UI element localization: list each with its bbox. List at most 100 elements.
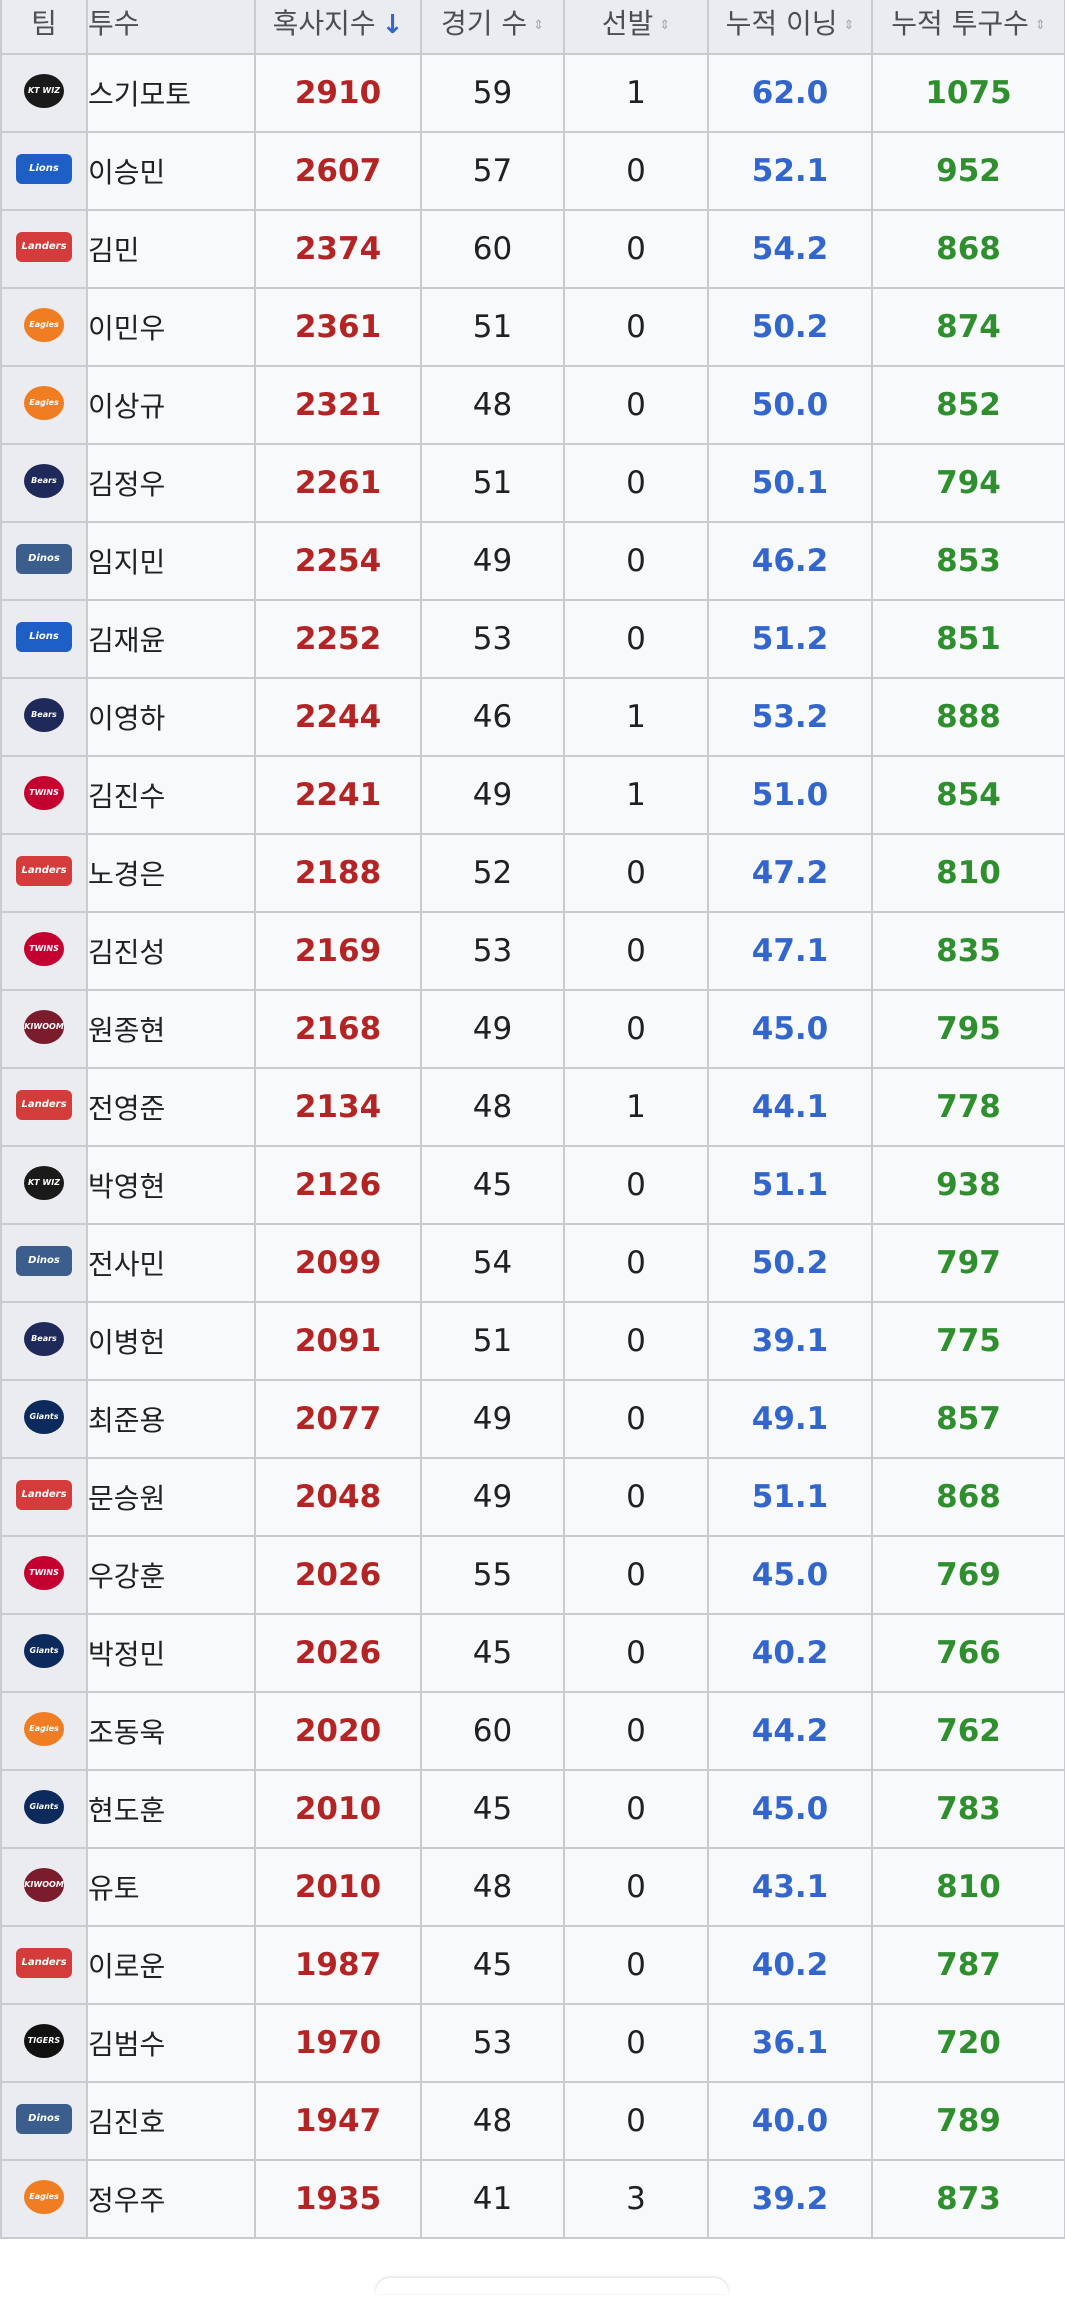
pitcher-name[interactable]: 박정민 [86, 1613, 256, 1693]
starts-value: 0 [563, 443, 709, 523]
starts-value: 0 [563, 1769, 709, 1849]
pitches-value: 835 [871, 911, 1065, 991]
hits-against-value: 1970 [254, 2003, 422, 2083]
team-cell: Landers [0, 833, 88, 913]
table-row: TWINS 김진성 2169 53 0 47.1 835 [0, 911, 1065, 991]
sort-updown-icon[interactable]: ⇕ [843, 17, 855, 33]
landers-logo: Landers [16, 856, 72, 886]
table-row: TWINS 우강훈 2026 55 0 45.0 769 [0, 1535, 1065, 1615]
games-value: 45 [420, 1769, 565, 1849]
hits-against-column-header[interactable]: 혹사지수 ↓ [254, 0, 422, 55]
games-value: 49 [420, 521, 565, 601]
table-row: Landers 전영준 2134 48 1 44.1 778 [0, 1067, 1065, 1147]
pitcher-name[interactable]: 조동욱 [86, 1691, 256, 1771]
hits-against-value: 2261 [254, 443, 422, 523]
team-cell: Giants [0, 1769, 88, 1849]
pitches-value: 720 [871, 2003, 1065, 2083]
dinos-logo: Dinos [16, 544, 72, 574]
pitches-value: 874 [871, 287, 1065, 367]
pitcher-name[interactable]: 원종현 [86, 989, 256, 1069]
innings-value: 51.1 [707, 1145, 873, 1225]
innings-value: 62.0 [707, 53, 873, 133]
starts-value: 0 [563, 209, 709, 289]
pitcher-name[interactable]: 김재윤 [86, 599, 256, 679]
sort-updown-icon[interactable]: ⇕ [1034, 17, 1046, 33]
hits-against-value: 2010 [254, 1847, 422, 1927]
team-cell: Eagles [0, 365, 88, 445]
team-cell: Dinos [0, 2081, 88, 2161]
innings-value: 46.2 [707, 521, 873, 601]
pitcher-name[interactable]: 이영하 [86, 677, 256, 757]
games-value: 53 [420, 599, 565, 679]
pitcher-name[interactable]: 김정우 [86, 443, 256, 523]
hits-against-value: 2169 [254, 911, 422, 991]
pitches-column-header[interactable]: 누적 투구수 ⇕ [871, 0, 1065, 55]
pitcher-name[interactable]: 노경은 [86, 833, 256, 913]
pitcher-name[interactable]: 최준용 [86, 1379, 256, 1459]
games-value: 49 [420, 989, 565, 1069]
pitcher-name[interactable]: 이로운 [86, 1925, 256, 2005]
eagles-logo: Eagles [24, 2180, 64, 2214]
innings-value: 47.1 [707, 911, 873, 991]
pitcher-name[interactable]: 박영현 [86, 1145, 256, 1225]
pitches-value: 787 [871, 1925, 1065, 2005]
games-column-header[interactable]: 경기 수 ⇕ [420, 0, 565, 55]
table-row: Landers 김민 2374 60 0 54.2 868 [0, 209, 1065, 289]
arrow-down-icon[interactable]: ↓ [381, 10, 404, 40]
innings-column-header[interactable]: 누적 이닝 ⇕ [707, 0, 873, 55]
games-value: 45 [420, 1613, 565, 1693]
team-header-label: 팀 [31, 7, 57, 40]
pitcher-name[interactable]: 김민 [86, 209, 256, 289]
bottom-sheet-handle[interactable] [376, 2278, 728, 2294]
starts-column-header[interactable]: 선발 ⇕ [563, 0, 709, 55]
pitcher-name[interactable]: 전사민 [86, 1223, 256, 1303]
games-value: 49 [420, 755, 565, 835]
pitcher-name[interactable]: 유토 [86, 1847, 256, 1927]
pitcher-name[interactable]: 우강훈 [86, 1535, 256, 1615]
pitcher-name[interactable]: 이상규 [86, 365, 256, 445]
sort-updown-icon[interactable]: ⇕ [659, 17, 671, 33]
pitcher-name[interactable]: 김범수 [86, 2003, 256, 2083]
games-value: 49 [420, 1379, 565, 1459]
table-row: Eagles 조동욱 2020 60 0 44.2 762 [0, 1691, 1065, 1771]
pitcher-column-header[interactable]: 투수 [86, 0, 256, 55]
pitcher-name[interactable]: 김진수 [86, 755, 256, 835]
pitcher-name[interactable]: 김진호 [86, 2081, 256, 2161]
dinos-logo: Dinos [16, 2104, 72, 2134]
games-value: 53 [420, 911, 565, 991]
giants-logo: Giants [24, 1790, 64, 1824]
table-row: Eagles 정우주 1935 41 3 39.2 873 [0, 2159, 1065, 2239]
table-row: Landers 노경은 2188 52 0 47.2 810 [0, 833, 1065, 913]
starts-header-label: 선발 [601, 7, 654, 40]
starts-value: 0 [563, 521, 709, 601]
pitcher-name[interactable]: 문승원 [86, 1457, 256, 1537]
team-cell: TWINS [0, 911, 88, 991]
games-value: 51 [420, 287, 565, 367]
pitcher-name[interactable]: 현도훈 [86, 1769, 256, 1849]
hits-against-value: 1987 [254, 1925, 422, 2005]
pitcher-name[interactable]: 이민우 [86, 287, 256, 367]
pitcher-name[interactable]: 임지민 [86, 521, 256, 601]
team-cell: KIWOOM [0, 1847, 88, 1927]
pitcher-name[interactable]: 전영준 [86, 1067, 256, 1147]
innings-value: 50.1 [707, 443, 873, 523]
team-column-header[interactable]: 팀 [0, 0, 88, 55]
table-row: KIWOOM 유토 2010 48 0 43.1 810 [0, 1847, 1065, 1927]
pitches-value: 795 [871, 989, 1065, 1069]
starts-value: 0 [563, 1145, 709, 1225]
pitcher-name[interactable]: 김진성 [86, 911, 256, 991]
starts-value: 0 [563, 1925, 709, 2005]
sort-updown-icon[interactable]: ⇕ [533, 17, 545, 33]
starts-value: 0 [563, 287, 709, 367]
starts-value: 0 [563, 1535, 709, 1615]
team-cell: Landers [0, 1457, 88, 1537]
games-value: 53 [420, 2003, 565, 2083]
pitcher-name[interactable]: 이승민 [86, 131, 256, 211]
pitcher-name[interactable]: 스기모토 [86, 53, 256, 133]
pitches-value: 852 [871, 365, 1065, 445]
pitcher-name[interactable]: 이병헌 [86, 1301, 256, 1381]
pitcher-name[interactable]: 정우주 [86, 2159, 256, 2239]
innings-value: 45.0 [707, 1769, 873, 1849]
hits-against-value: 1935 [254, 2159, 422, 2239]
pitches-value: 789 [871, 2081, 1065, 2161]
